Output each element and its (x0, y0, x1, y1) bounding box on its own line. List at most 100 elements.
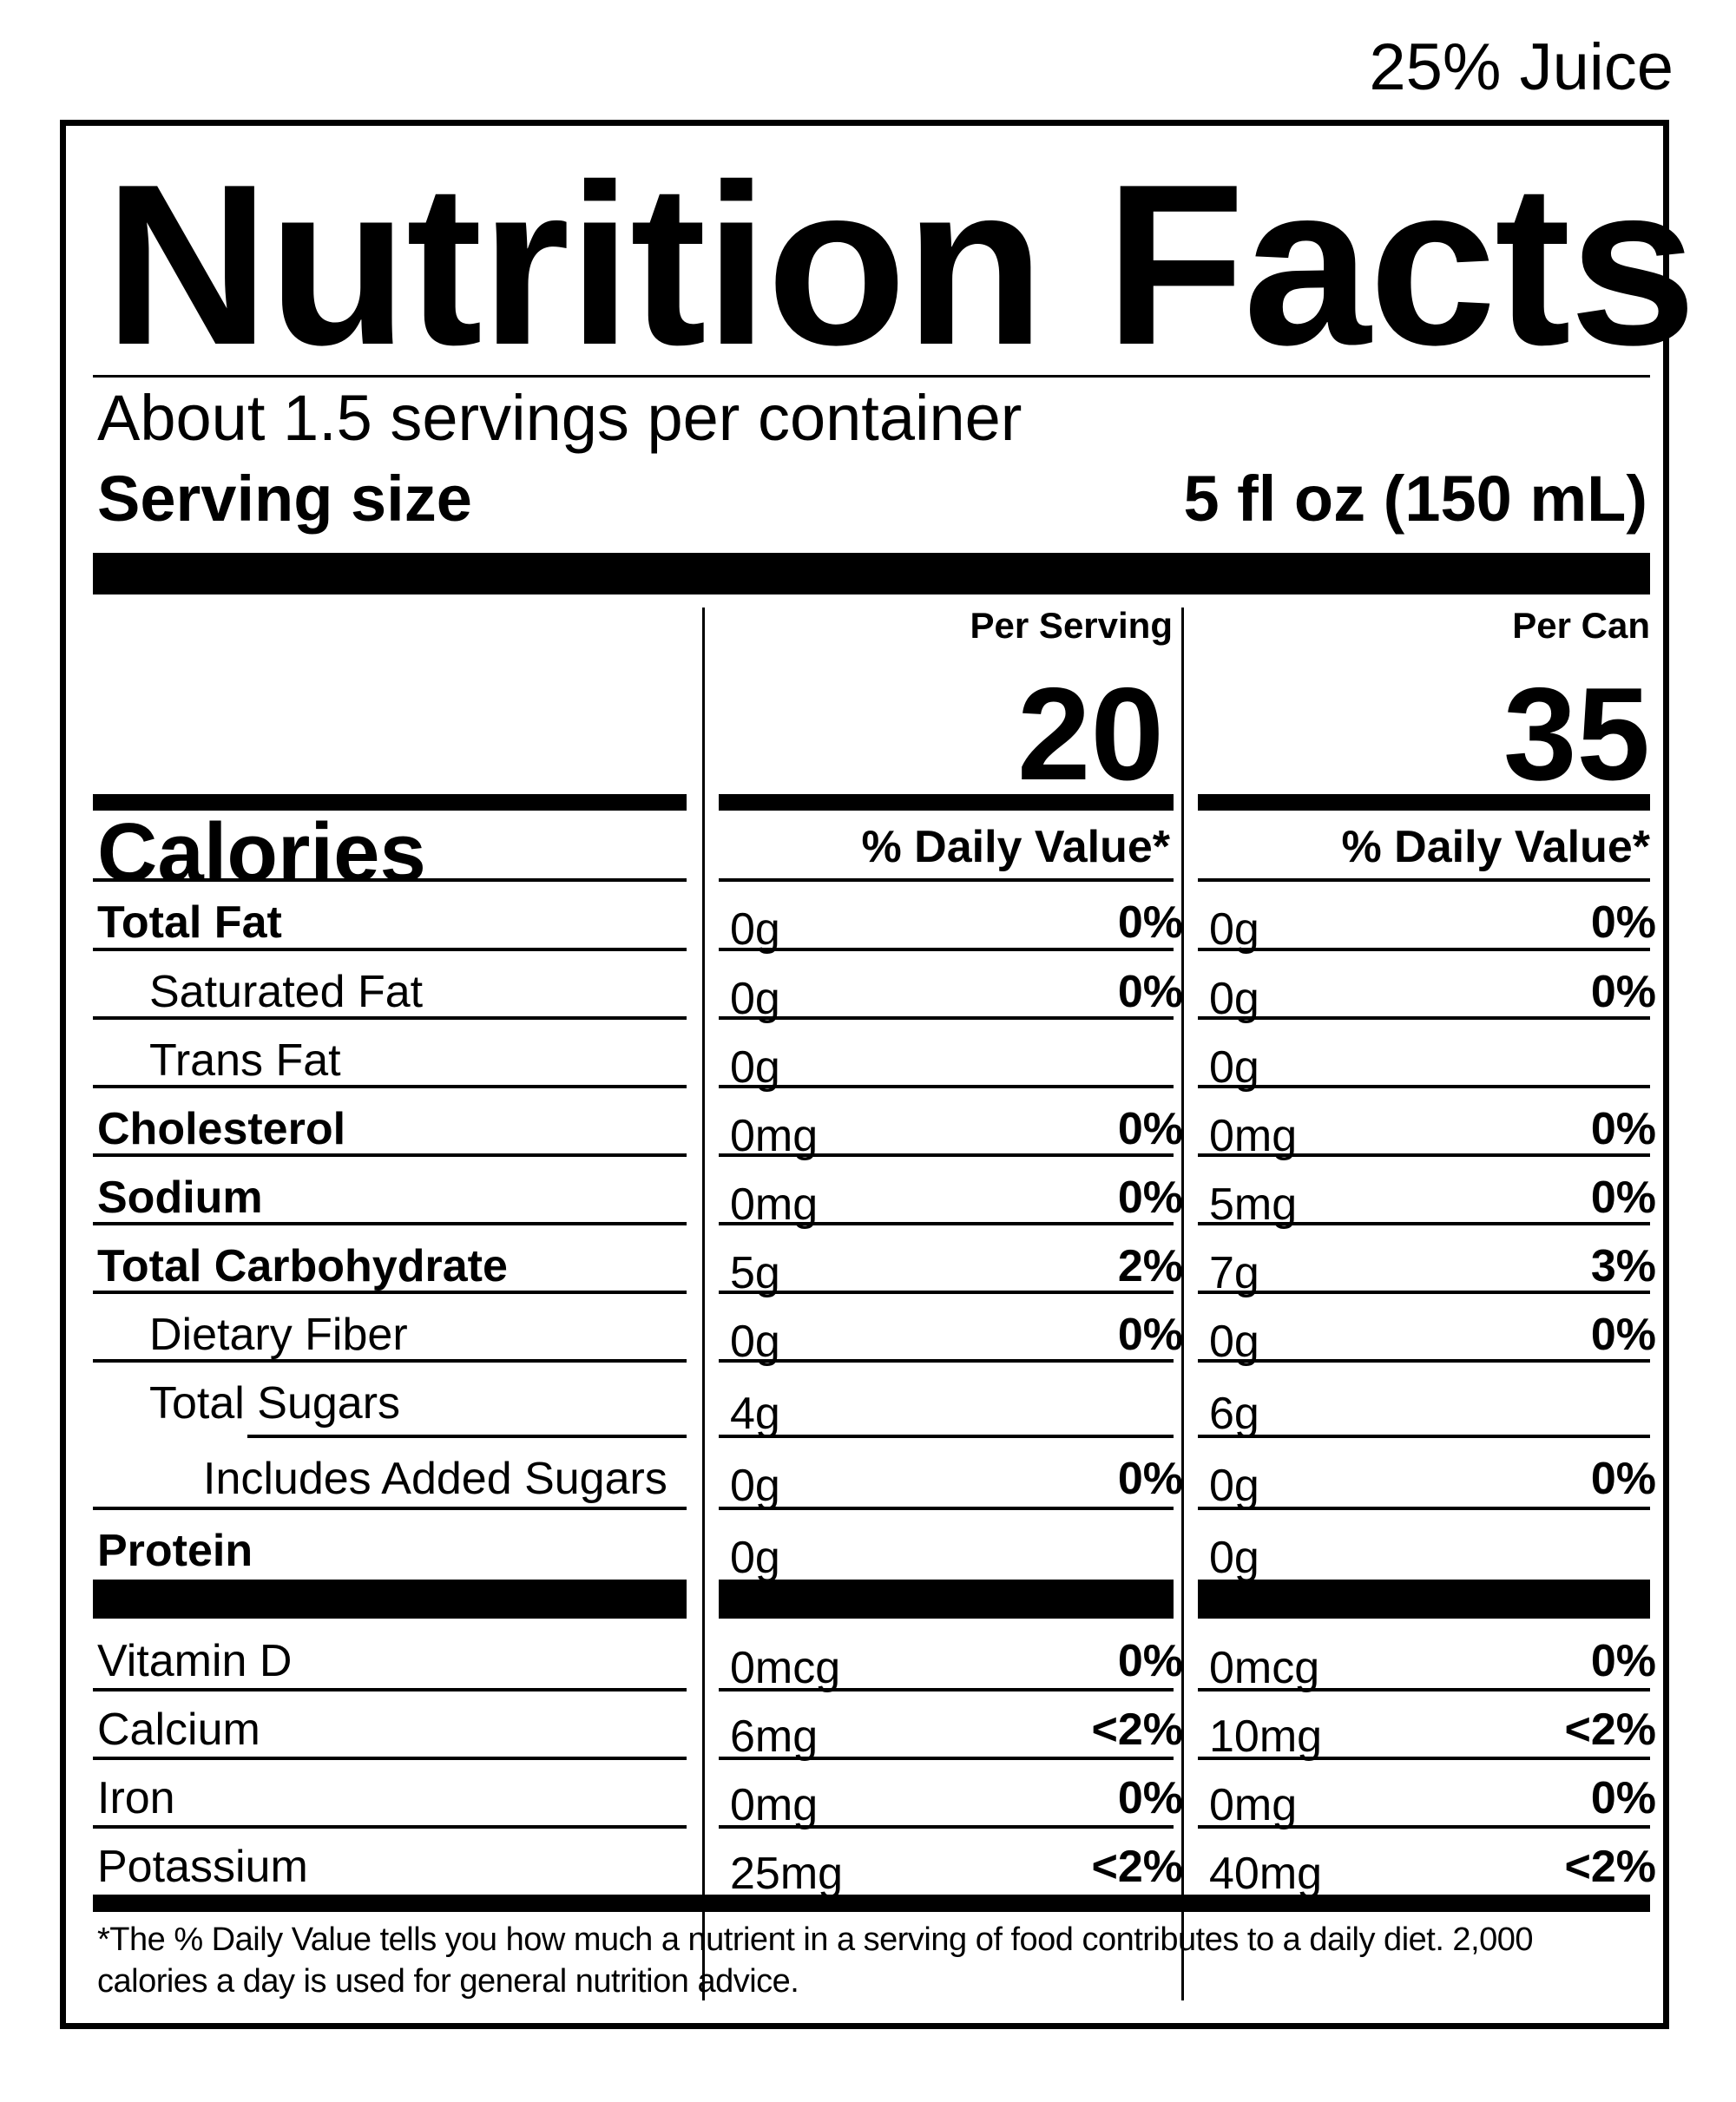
serving-amount: 0g (730, 1317, 780, 1367)
calories-per-can: 35 (1503, 660, 1650, 808)
serving-amount: 25mg (730, 1849, 844, 1899)
label-title: Nutrition Facts (104, 136, 1697, 392)
title-divider (93, 375, 1650, 378)
serving-daily-value: <2% (1091, 1842, 1183, 1892)
nutrient-name: Total Carbohydrate (97, 1241, 508, 1291)
row-divider (719, 1222, 1174, 1225)
row-divider (719, 1085, 1174, 1088)
thick-bar-serving-col (719, 1580, 1174, 1619)
serving-amount: 0g (730, 1461, 780, 1511)
serving-amount: 0mg (730, 1179, 819, 1230)
row-divider (1198, 1688, 1650, 1691)
calories-per-serving: 20 (1016, 660, 1164, 808)
vitamin-name: Iron (97, 1773, 175, 1823)
thick-bar-label-col (93, 1580, 687, 1619)
can-amount: 0mg (1209, 1780, 1298, 1830)
per-can-header: Per Can (1512, 605, 1650, 646)
serving-daily-value: 0% (1117, 1173, 1183, 1223)
row-divider (1198, 1507, 1650, 1510)
serving-amount: 6mg (730, 1711, 819, 1762)
can-daily-value: 0% (1590, 1310, 1656, 1360)
footnote-divider (93, 1895, 1650, 1912)
serving-size-label: Serving size (97, 463, 472, 535)
calories-bar-label-col (93, 794, 687, 811)
row-divider (93, 1222, 687, 1225)
row-divider (93, 1359, 687, 1363)
can-amount: 0g (1209, 1461, 1259, 1511)
row-divider (1198, 1359, 1650, 1363)
servings-per-container: About 1.5 servings per container (97, 382, 1023, 454)
nutrition-facts-label: Nutrition Facts About 1.5 servings per c… (60, 120, 1697, 2029)
row-divider (93, 1291, 687, 1294)
can-amount: 0g (1209, 1533, 1259, 1583)
can-amount: 5mg (1209, 1179, 1298, 1230)
serving-daily-value: 0% (1117, 1104, 1183, 1154)
can-daily-value: 0% (1590, 1104, 1656, 1154)
row-divider (719, 1757, 1174, 1760)
row-divider (719, 1153, 1174, 1157)
can-daily-value: 0% (1590, 1636, 1656, 1686)
daily-value-header-can: % Daily Value* (1341, 822, 1650, 872)
row-divider (1198, 1291, 1650, 1294)
can-daily-value: 3% (1590, 1241, 1656, 1291)
row-divider (1198, 1757, 1650, 1760)
row-divider (719, 1291, 1174, 1294)
column-divider-serving (702, 608, 705, 2000)
can-amount: 0g (1209, 904, 1259, 955)
row-divider (1198, 1825, 1650, 1829)
can-daily-value: <2% (1564, 1842, 1656, 1892)
nutrient-name: Saturated Fat (149, 967, 424, 1017)
nutrient-name: Sodium (97, 1173, 263, 1223)
nutrient-name: Trans Fat (149, 1035, 341, 1086)
can-daily-value: <2% (1564, 1705, 1656, 1755)
row-divider (93, 1507, 687, 1510)
can-amount: 0mg (1209, 1111, 1298, 1161)
can-amount: 0g (1209, 1042, 1259, 1093)
serving-amount: 0mg (730, 1780, 819, 1830)
serving-amount: 0g (730, 974, 780, 1024)
calories-bar-can-col (1198, 794, 1650, 811)
row-divider (93, 1825, 687, 1829)
can-daily-value: 0% (1590, 897, 1656, 948)
thick-bar-can-col (1198, 1580, 1650, 1619)
row-divider (1198, 1016, 1650, 1020)
can-amount: 0g (1209, 1317, 1259, 1367)
calories-label: Calories (97, 806, 426, 899)
row-divider (93, 1085, 687, 1088)
row-divider (719, 1825, 1174, 1829)
nutrient-name: Total Fat (97, 897, 282, 948)
can-amount: 40mg (1209, 1849, 1323, 1899)
row-divider (93, 1688, 687, 1691)
serving-daily-value: 0% (1117, 1310, 1183, 1360)
row-divider (1198, 1222, 1650, 1225)
row-divider (719, 1688, 1174, 1691)
can-amount: 10mg (1209, 1711, 1323, 1762)
can-daily-value: 0% (1590, 1773, 1656, 1823)
serving-daily-value: 2% (1117, 1241, 1183, 1291)
row-divider (719, 1359, 1174, 1363)
serving-amount: 5g (730, 1248, 780, 1298)
row-divider (93, 878, 687, 882)
serving-amount: 0mg (730, 1111, 819, 1161)
daily-value-footnote: *The % Daily Value tells you how much a … (97, 1921, 1534, 2000)
row-divider (247, 1435, 687, 1438)
row-divider (719, 1507, 1174, 1510)
juice-percentage-note: 25% Juice (1369, 30, 1674, 104)
row-divider (1198, 1085, 1650, 1088)
row-divider (1198, 948, 1650, 951)
can-daily-value: 0% (1590, 1173, 1656, 1223)
can-daily-value: 0% (1590, 967, 1656, 1017)
thick-bar-top (93, 553, 1650, 594)
vitamin-name: Calcium (97, 1705, 260, 1755)
serving-amount: 4g (730, 1389, 780, 1439)
can-amount: 0g (1209, 974, 1259, 1024)
nutrient-name: Total Sugars (149, 1378, 401, 1429)
nutrient-name: Includes Added Sugars (203, 1454, 667, 1504)
serving-daily-value: 0% (1117, 1773, 1183, 1823)
can-daily-value: 0% (1590, 1454, 1656, 1504)
serving-daily-value: 0% (1117, 1454, 1183, 1504)
row-divider (93, 1757, 687, 1760)
row-divider (93, 1153, 687, 1157)
can-amount: 6g (1209, 1389, 1259, 1439)
per-serving-header: Per Serving (970, 605, 1173, 646)
